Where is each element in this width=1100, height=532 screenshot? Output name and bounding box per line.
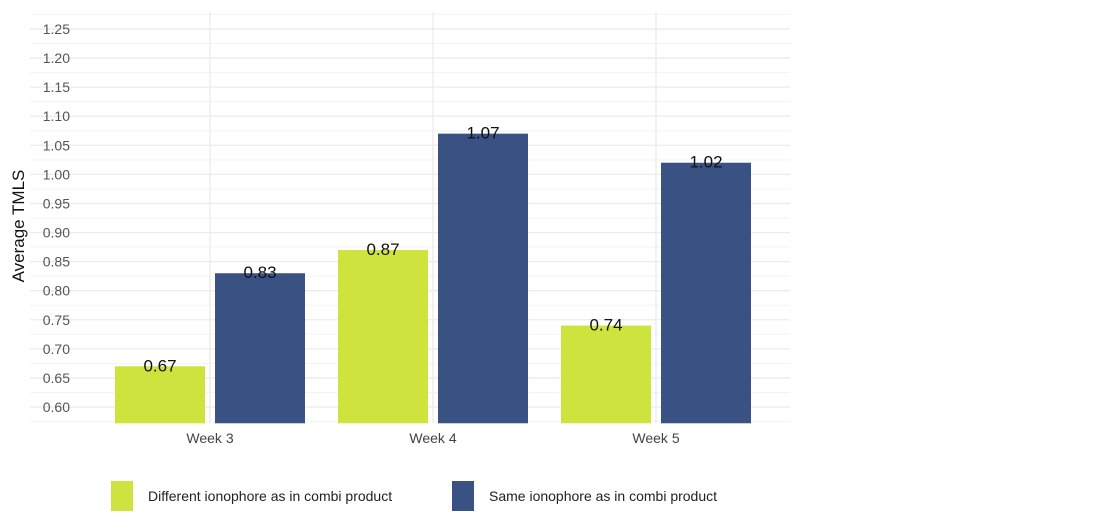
- bars: 0.67 0.83 0.87 1.07 0.74 1.02: [115, 124, 751, 424]
- data-label: 0.83: [243, 263, 276, 282]
- data-label: 1.07: [466, 124, 499, 143]
- x-tick-label: Week 4: [409, 430, 456, 446]
- x-tick-label: Week 5: [632, 430, 679, 446]
- y-tick-label: 0.80: [43, 283, 70, 299]
- y-axis-ticks: 0.60 0.65 0.70 0.75 0.80 0.85 0.90 0.95 1.00 1.05…: [43, 21, 70, 415]
- x-tick-label: Week 3: [186, 430, 233, 446]
- y-tick-label: 0.90: [43, 225, 70, 241]
- legend-swatch-same: [452, 481, 474, 511]
- bar-same-week-5: [661, 162, 751, 424]
- y-tick-label: 0.75: [43, 312, 70, 328]
- y-tick-label: 1.25: [43, 21, 70, 37]
- bar-same-week-4: [438, 133, 528, 424]
- legend-label-different: Different ionophore as in combi product: [148, 488, 392, 504]
- y-tick-label: 0.95: [43, 195, 70, 211]
- y-tick-label: 0.60: [43, 399, 70, 415]
- bar-same-week-3: [215, 273, 305, 424]
- y-tick-label: 1.20: [43, 50, 70, 66]
- bar-different-week-4: [338, 249, 428, 424]
- data-label: 1.02: [689, 153, 722, 172]
- y-tick-label: 1.15: [43, 79, 70, 95]
- y-tick-label: 1.05: [43, 137, 70, 153]
- data-label: 0.67: [143, 356, 176, 375]
- legend: Different ionophore as in combi product …: [111, 481, 717, 511]
- data-label: 0.74: [589, 316, 622, 335]
- data-label: 0.87: [366, 240, 399, 259]
- y-axis-label: Average TMLS: [9, 170, 28, 283]
- legend-label-same: Same ionophore as in combi product: [489, 488, 717, 504]
- y-tick-label: 1.10: [43, 108, 70, 124]
- y-tick-label: 0.70: [43, 341, 70, 357]
- bar-different-week-3: [115, 366, 205, 424]
- bar-different-week-5: [561, 325, 651, 424]
- y-tick-label: 0.85: [43, 254, 70, 270]
- legend-swatch-different: [111, 481, 133, 511]
- y-tick-label: 1.00: [43, 166, 70, 182]
- y-tick-label: 0.65: [43, 370, 70, 386]
- x-axis-ticks: Week 3 Week 4 Week 5: [186, 430, 679, 446]
